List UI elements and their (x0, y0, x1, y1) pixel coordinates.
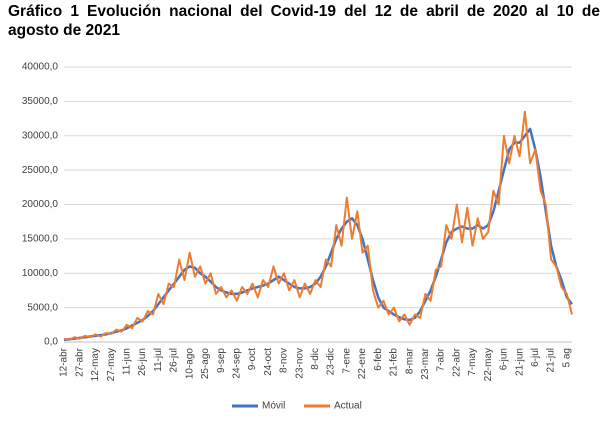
x-tick-label: 23-mar (420, 347, 431, 379)
series-line (63, 110, 573, 341)
x-tick-label: 12-may (90, 348, 101, 381)
x-tick-label: 7-ene (341, 348, 352, 374)
x-tick-label: 11-jul (153, 348, 164, 372)
x-tick-label: 27-abr (74, 347, 85, 377)
x-tick-label: 9-sep (216, 348, 227, 373)
x-tick-label: 6-jun (499, 348, 510, 370)
y-tick-label: 0,0 (44, 337, 58, 348)
y-tick-label: 35000,0 (22, 96, 59, 107)
y-tick-label: 20000,0 (22, 199, 59, 210)
x-tick-label: 21-jul (546, 348, 557, 372)
x-tick-label: 11-jun (121, 348, 132, 375)
x-tick-label: 12-abr (59, 347, 70, 377)
x-tick-label: 5 ag (561, 348, 572, 367)
x-tick-label: 7-abr (436, 347, 447, 371)
x-tick-label: 22-may (483, 348, 494, 381)
x-tick-label: 23-dic (326, 348, 337, 375)
x-tick-label: 25-ago (200, 348, 211, 380)
y-tick-label: 15000,0 (22, 234, 59, 245)
y-tick-label: 10000,0 (22, 268, 59, 279)
x-tick-label: 21-feb (389, 348, 400, 377)
y-tick-label: 40000,0 (22, 62, 59, 73)
x-tick-label: 7-may (467, 348, 478, 376)
chart-title: Gráfico 1 Evolución nacional del Covid-1… (8, 3, 600, 39)
x-tick-label: 8-nov (279, 348, 290, 373)
x-tick-label: 27-may (106, 348, 117, 381)
y-tick-label: 5000,0 (27, 302, 58, 313)
x-tick-label: 26-jun (137, 348, 148, 376)
x-tick-label: 10-ago (184, 348, 195, 380)
x-tick-label: 6-jul (530, 348, 541, 367)
x-tick-label: 6-feb (373, 348, 384, 371)
y-tick-label: 25000,0 (22, 165, 59, 176)
legend-label: Móvil (262, 401, 285, 412)
x-tick-label: 21-jun (514, 348, 525, 376)
x-tick-label: 23-nov (294, 348, 305, 379)
x-tick-label: 26-jul (169, 348, 180, 372)
x-tick-label: 24-sep (231, 348, 242, 379)
x-tick-label: 22-abr (451, 347, 462, 377)
x-tick-label: 24-oct (263, 348, 274, 376)
x-tick-label: 22-ene (357, 348, 368, 380)
legend-label: Actual (334, 401, 362, 412)
x-tick-label: 8-mar (404, 347, 415, 374)
x-tick-label: 9-oct (247, 348, 258, 370)
x-tick-label: 8-dic (310, 348, 321, 370)
series-line (63, 127, 573, 342)
y-tick-label: 30000,0 (22, 130, 59, 141)
